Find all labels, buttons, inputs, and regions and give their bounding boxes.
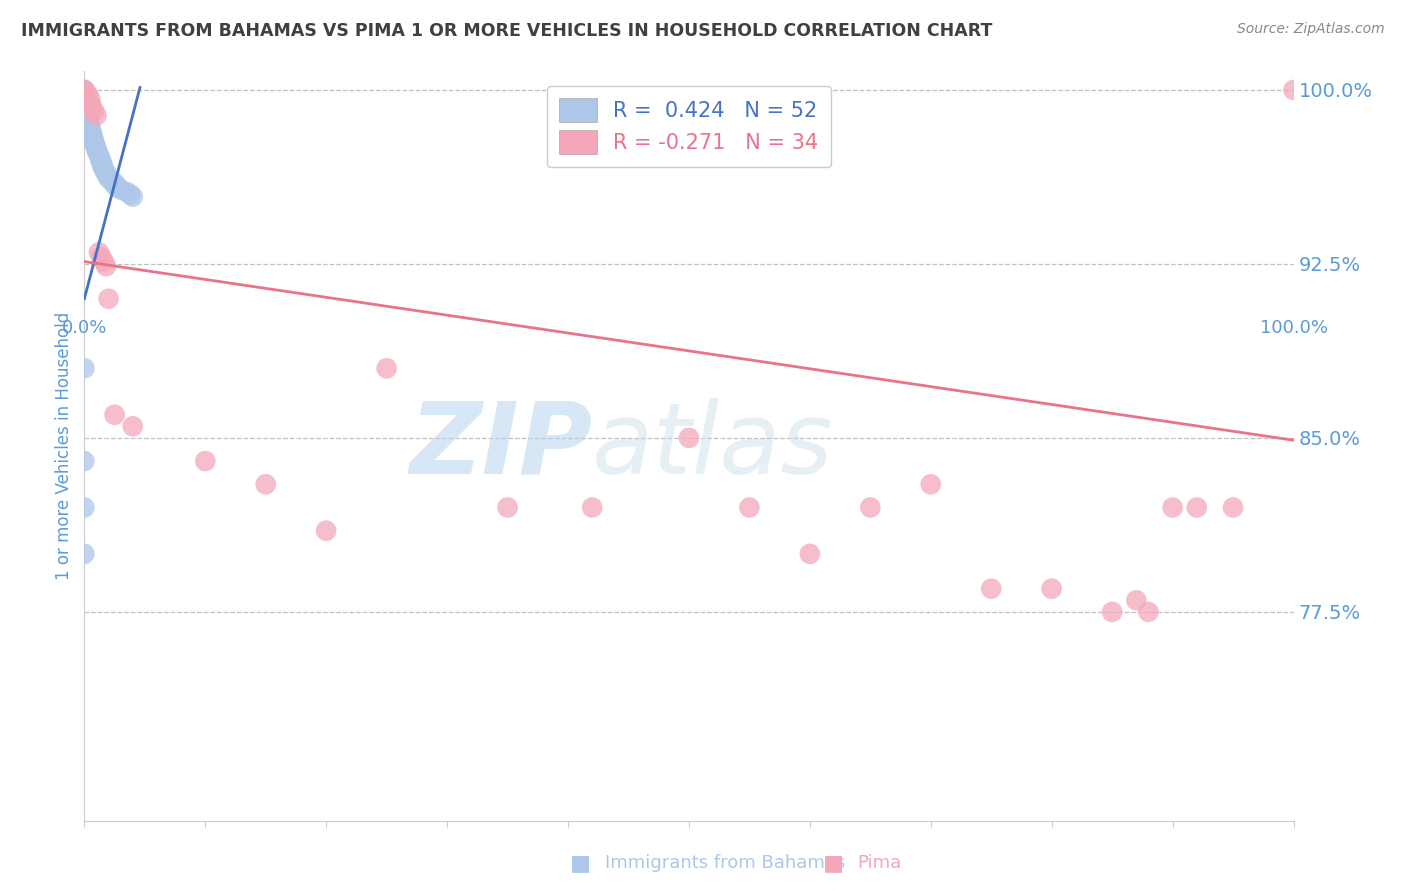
Point (107, 180, 129, 194)
Y-axis label: 1 or more Vehicles in Household: 1 or more Vehicles in Household (55, 312, 73, 580)
Point (1282, 83, 1305, 97)
Point (104, 408, 127, 422)
Point (77, 115, 100, 129)
Point (94, 164, 117, 178)
Point (920, 477, 942, 491)
Point (86, 143, 108, 157)
Point (73, 106, 96, 120)
Point (73, 95, 96, 109)
Point (73, 99, 96, 113)
Point (97, 171, 120, 186)
Point (86, 145, 108, 160)
Point (73, 361, 96, 376)
Point (73, 83, 96, 97)
Text: ■: ■ (569, 854, 591, 873)
Point (80, 125, 103, 139)
Point (79, 120, 101, 134)
Point (90, 250, 112, 264)
Point (94, 166, 117, 180)
Point (84, 138, 107, 153)
Point (678, 431, 700, 445)
Point (73, 111, 96, 125)
Point (254, 477, 277, 491)
Point (80, 99, 103, 113)
Point (89, 150, 111, 164)
Point (121, 189, 143, 203)
Point (97, 292, 120, 306)
Point (1222, 500, 1244, 515)
Point (91, 160, 114, 174)
Text: ■: ■ (823, 854, 844, 873)
Point (79, 122, 101, 136)
Point (73, 108, 96, 122)
Text: 100.0%: 100.0% (1260, 318, 1327, 336)
Point (115, 185, 138, 199)
Point (87, 148, 110, 162)
Point (89, 153, 111, 167)
Point (86, 141, 108, 155)
Text: IMMIGRANTS FROM BAHAMAS VS PIMA 1 OR MORE VEHICLES IN HOUSEHOLD CORRELATION CHAR: IMMIGRANTS FROM BAHAMAS VS PIMA 1 OR MOR… (21, 22, 993, 40)
Point (799, 547, 821, 561)
Point (93, 254, 115, 268)
Point (96, 169, 118, 183)
Point (73, 547, 96, 561)
Point (980, 582, 1002, 596)
Point (1161, 500, 1184, 515)
Point (1101, 605, 1123, 619)
Point (73, 83, 96, 97)
Text: Pima: Pima (858, 855, 901, 872)
Point (73, 83, 96, 97)
Point (73, 85, 96, 99)
Text: ZIP: ZIP (409, 398, 592, 494)
Point (94, 259, 117, 273)
Point (73, 87, 96, 102)
Point (93, 161, 115, 176)
Text: Source: ZipAtlas.com: Source: ZipAtlas.com (1237, 22, 1385, 37)
Point (86, 108, 108, 122)
Point (82, 129, 104, 144)
Point (104, 176, 127, 190)
Point (73, 92, 96, 106)
Point (91, 157, 114, 171)
Point (83, 103, 105, 118)
Point (77, 87, 100, 102)
Point (73, 85, 96, 99)
Point (80, 127, 103, 141)
Point (859, 500, 882, 515)
Point (82, 131, 104, 145)
Point (73, 500, 96, 515)
Text: 0.0%: 0.0% (62, 318, 107, 336)
Point (120, 187, 142, 202)
Point (79, 92, 101, 106)
Point (87, 245, 110, 260)
Point (73, 96, 96, 111)
Point (581, 500, 603, 515)
Point (73, 454, 96, 468)
Point (100, 173, 122, 187)
Point (1125, 593, 1147, 607)
Point (83, 136, 105, 151)
Point (194, 454, 217, 468)
Point (77, 118, 100, 132)
Point (375, 361, 398, 376)
Text: atlas: atlas (592, 398, 834, 494)
Point (104, 178, 127, 192)
Point (110, 183, 132, 197)
Point (121, 419, 143, 434)
Point (315, 524, 337, 538)
Point (738, 500, 761, 515)
Point (1185, 500, 1208, 515)
Point (90, 154, 112, 169)
Point (73, 102, 96, 116)
Point (1040, 582, 1063, 596)
Point (83, 134, 105, 148)
Point (73, 103, 96, 118)
Point (73, 90, 96, 104)
Legend: R =  0.424   N = 52, R = -0.271   N = 34: R = 0.424 N = 52, R = -0.271 N = 34 (547, 86, 831, 167)
Point (1137, 605, 1160, 619)
Point (77, 113, 100, 128)
Text: Immigrants from Bahamas: Immigrants from Bahamas (605, 855, 845, 872)
Point (496, 500, 519, 515)
